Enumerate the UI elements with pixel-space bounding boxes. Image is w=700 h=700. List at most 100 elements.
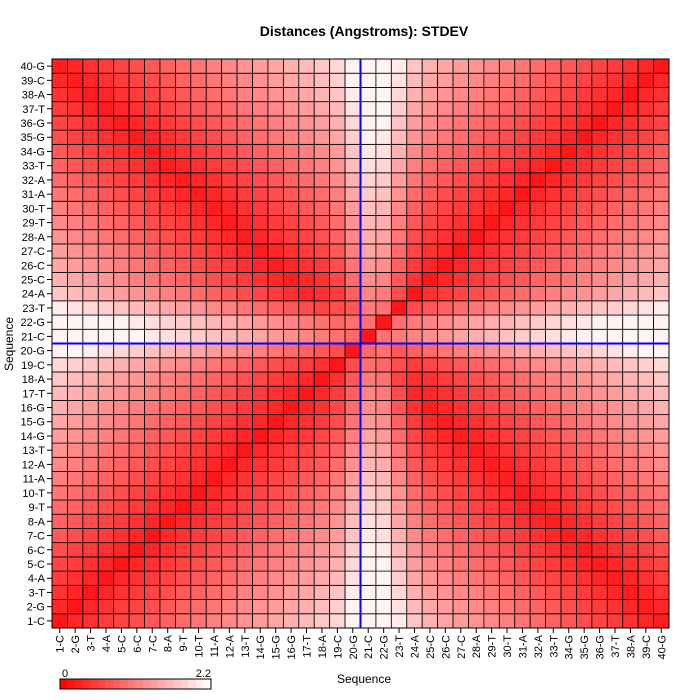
heatmap-cell <box>344 584 361 600</box>
heatmap-cell <box>344 613 361 629</box>
heatmap-cell <box>113 129 130 145</box>
heatmap-cell <box>282 471 300 487</box>
heatmap-cell <box>313 428 331 444</box>
heatmap-cell <box>128 115 145 131</box>
heatmap-cell <box>51 357 68 373</box>
heatmap-cell <box>360 371 377 387</box>
heatmap-cell <box>329 129 346 145</box>
heatmap-cell <box>437 556 454 572</box>
heatmap-cell <box>67 143 84 159</box>
heatmap-cell <box>421 456 439 472</box>
heatmap-cell <box>606 257 624 273</box>
heatmap-cell <box>205 513 223 529</box>
colorbar-step <box>203 679 212 689</box>
heatmap-cell <box>560 87 577 103</box>
heatmap-cell <box>576 357 593 373</box>
heatmap-cell <box>329 215 346 231</box>
heatmap-cell <box>498 200 516 216</box>
heatmap-cell <box>267 542 284 558</box>
heatmap-cell <box>637 143 654 159</box>
heatmap-cell <box>159 613 176 629</box>
heatmap-cell <box>468 87 485 103</box>
heatmap-cell <box>97 343 115 359</box>
heatmap-cell <box>313 385 331 401</box>
heatmap-cell <box>622 343 639 359</box>
heatmap-cell <box>159 485 176 501</box>
heatmap-cell <box>622 300 639 316</box>
heatmap-cell <box>375 599 392 615</box>
heatmap-cell <box>529 385 546 401</box>
heatmap-cell <box>97 200 115 216</box>
heatmap-cell <box>298 584 315 600</box>
heatmap-cell <box>51 158 68 174</box>
heatmap-cell <box>421 243 439 259</box>
heatmap-cell <box>344 200 361 216</box>
heatmap-cell <box>344 186 361 202</box>
heatmap-cell <box>344 471 361 487</box>
heatmap-cell <box>282 300 300 316</box>
heatmap-cell <box>128 328 145 344</box>
heatmap-cell <box>128 58 145 74</box>
heatmap-cell <box>514 570 531 586</box>
heatmap-cell <box>128 186 145 202</box>
heatmap-cell <box>560 456 577 472</box>
heatmap-cell <box>267 428 284 444</box>
heatmap-cell <box>51 471 68 487</box>
heatmap-cell <box>653 442 670 458</box>
heatmap-cell <box>267 186 284 202</box>
heatmap-cell <box>360 343 377 359</box>
heatmap-cell <box>298 115 315 131</box>
heatmap-cell <box>375 513 392 529</box>
heatmap-cell <box>360 499 377 515</box>
heatmap-cell <box>452 158 469 174</box>
x-tick-label: 33-T <box>548 635 560 658</box>
heatmap-cell <box>267 528 284 544</box>
heatmap-cell <box>452 414 469 430</box>
heatmap-cell <box>437 414 454 430</box>
heatmap-cell <box>576 442 593 458</box>
heatmap-cell <box>282 343 300 359</box>
heatmap-cell <box>313 129 331 145</box>
heatmap-cell <box>437 243 454 259</box>
heatmap-cell <box>653 101 670 117</box>
heatmap-cell <box>221 115 238 131</box>
heatmap-cell <box>483 584 500 600</box>
x-tick-label: 34-G <box>564 635 576 659</box>
heatmap-cell <box>360 528 377 544</box>
heatmap-cell <box>144 499 161 515</box>
heatmap-cell <box>67 485 84 501</box>
heatmap-cell <box>298 471 315 487</box>
heatmap-cell <box>282 513 300 529</box>
x-tick-label: 27-C <box>456 635 468 659</box>
heatmap-cell <box>298 385 315 401</box>
heatmap-cell <box>468 471 485 487</box>
heatmap-cell <box>468 257 485 273</box>
heatmap-cell <box>174 456 192 472</box>
heatmap-cell <box>560 371 577 387</box>
heatmap-cell <box>375 385 392 401</box>
heatmap-cell <box>205 485 223 501</box>
y-tick-label: 29-T <box>22 218 45 230</box>
heatmap-cell <box>51 101 68 117</box>
heatmap-cell <box>437 300 454 316</box>
heatmap-cell <box>97 542 115 558</box>
heatmap-cell <box>421 428 439 444</box>
heatmap-cell <box>51 129 68 145</box>
heatmap-cell <box>329 542 346 558</box>
heatmap-cell <box>82 542 99 558</box>
heatmap-cell <box>236 143 253 159</box>
heatmap-cell <box>128 314 145 330</box>
heatmap-cell <box>329 499 346 515</box>
x-tick-label: 10-T <box>194 635 206 658</box>
heatmap-cell <box>174 371 192 387</box>
heatmap-cell <box>498 328 516 344</box>
heatmap-cell <box>390 58 408 74</box>
heatmap-cell <box>514 115 531 131</box>
heatmap-cell <box>390 428 408 444</box>
heatmap-cell <box>437 442 454 458</box>
heatmap-cell <box>144 271 161 288</box>
heatmap-cell <box>437 200 454 216</box>
heatmap-cell <box>97 584 115 600</box>
heatmap-cell <box>344 528 361 544</box>
heatmap-cell <box>406 200 423 216</box>
